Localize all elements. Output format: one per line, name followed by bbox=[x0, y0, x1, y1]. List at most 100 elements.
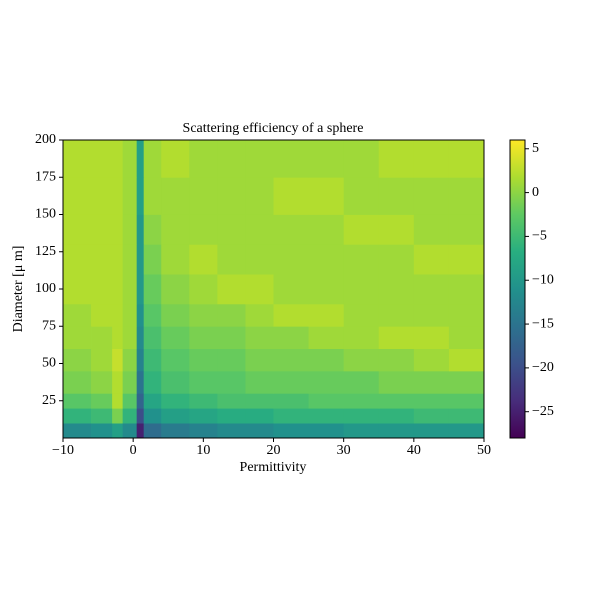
heatmap-cell bbox=[161, 348, 190, 372]
heatmap-cell bbox=[343, 177, 380, 215]
heatmap-cell bbox=[448, 303, 485, 327]
heatmap-cell bbox=[112, 393, 124, 409]
heatmap-cell bbox=[112, 348, 124, 372]
heatmap-cell bbox=[112, 214, 124, 245]
heatmap-cell bbox=[245, 393, 274, 409]
heatmap-cell bbox=[63, 244, 92, 275]
heatmap-cell bbox=[448, 177, 485, 215]
heatmap-cell bbox=[136, 214, 145, 245]
heatmap-cell bbox=[143, 274, 162, 305]
heatmap-cell bbox=[143, 214, 162, 245]
heatmap-cell bbox=[245, 348, 274, 372]
heatmap-cell bbox=[63, 423, 92, 439]
heatmap-cell bbox=[413, 326, 450, 349]
heatmap-cell bbox=[308, 303, 345, 327]
heatmap-cell bbox=[273, 393, 309, 409]
heatmap-cell bbox=[136, 393, 145, 409]
colorbar-tick-label: −20 bbox=[532, 360, 554, 375]
heatmap-cell bbox=[161, 303, 190, 327]
heatmap-cell bbox=[161, 326, 190, 349]
heatmap-cell bbox=[378, 214, 415, 245]
heatmap-cell bbox=[308, 214, 345, 245]
x-tick-label: 10 bbox=[196, 443, 210, 458]
heatmap-cell bbox=[273, 423, 309, 439]
heatmap-cell bbox=[378, 348, 415, 372]
heatmap-cell bbox=[273, 274, 309, 305]
heatmap-cell bbox=[122, 140, 138, 178]
heatmap-cell bbox=[217, 177, 246, 215]
heatmap-cell bbox=[343, 140, 380, 178]
heatmap-cell bbox=[91, 370, 113, 394]
heatmap-cell bbox=[136, 370, 145, 394]
heatmap-cell bbox=[448, 393, 485, 409]
heatmap-cell bbox=[448, 348, 485, 372]
heatmap-cell bbox=[245, 408, 274, 424]
heatmap-cell bbox=[413, 348, 450, 372]
heatmap-cell bbox=[245, 303, 274, 327]
heatmap-cell bbox=[217, 423, 246, 439]
x-tick-label: 30 bbox=[337, 443, 351, 458]
heatmap-cell bbox=[143, 393, 162, 409]
heatmap-cell bbox=[308, 370, 345, 394]
heatmap-cell bbox=[273, 244, 309, 275]
heatmap-cell bbox=[245, 177, 274, 215]
heatmap-cell bbox=[143, 244, 162, 275]
heatmap-cell bbox=[143, 408, 162, 424]
heatmap-cell bbox=[189, 326, 218, 349]
heatmap-cell bbox=[112, 303, 124, 327]
colorbar-tick-label: −15 bbox=[532, 316, 554, 331]
y-tick-label: 200 bbox=[35, 132, 56, 147]
x-tick-label: 20 bbox=[267, 443, 281, 458]
heatmap-cell bbox=[413, 177, 450, 215]
heatmap-cell bbox=[63, 393, 92, 409]
heatmap-cell bbox=[189, 370, 218, 394]
heatmap-cell bbox=[217, 274, 246, 305]
heatmap-cell bbox=[343, 326, 380, 349]
heatmap-cell bbox=[189, 140, 218, 178]
x-tick-label: 0 bbox=[130, 443, 137, 458]
heatmap-cell bbox=[143, 423, 162, 439]
colorbar bbox=[509, 139, 526, 439]
heatmap-cell bbox=[273, 326, 309, 349]
heatmap-cell bbox=[63, 408, 92, 424]
heatmap-cell bbox=[378, 177, 415, 215]
heatmap-cell bbox=[217, 214, 246, 245]
heatmap-cell bbox=[378, 408, 415, 424]
heatmap-cell bbox=[136, 177, 145, 215]
heatmap-cell bbox=[245, 244, 274, 275]
heatmap-cell bbox=[245, 370, 274, 394]
heatmap-cell bbox=[273, 177, 309, 215]
heatmap-cell bbox=[378, 303, 415, 327]
heatmap-cell bbox=[448, 370, 485, 394]
heatmap-cell bbox=[413, 393, 450, 409]
heatmap-cell bbox=[217, 140, 246, 178]
heatmap-cell bbox=[143, 370, 162, 394]
colorbar-tick-label: 5 bbox=[532, 141, 539, 156]
colorbar-tick-label: −5 bbox=[532, 229, 547, 244]
heatmap-cell bbox=[63, 348, 92, 372]
heatmap-cell bbox=[122, 244, 138, 275]
heatmap-cell bbox=[413, 244, 450, 275]
heatmap-cell bbox=[161, 393, 190, 409]
colorbar-tick-label: 0 bbox=[532, 185, 539, 200]
heatmap-cell bbox=[136, 303, 145, 327]
y-tick-label: 50 bbox=[42, 356, 56, 371]
heatmap-cell bbox=[112, 244, 124, 275]
heatmap-cell bbox=[91, 423, 113, 439]
heatmap-cell bbox=[308, 393, 345, 409]
heatmap-cell bbox=[122, 326, 138, 349]
heatmap-cell bbox=[122, 393, 138, 409]
heatmap-cell bbox=[143, 303, 162, 327]
heatmap-cell bbox=[378, 423, 415, 439]
heatmap-cell bbox=[122, 214, 138, 245]
heatmap-cell bbox=[122, 274, 138, 305]
heatmap-cell bbox=[448, 244, 485, 275]
y-tick-label: 150 bbox=[35, 207, 56, 222]
heatmap-cell bbox=[161, 214, 190, 245]
heatmap-cell bbox=[245, 326, 274, 349]
heatmap-cell bbox=[343, 370, 380, 394]
heatmap-cell bbox=[189, 423, 218, 439]
heatmap-cell bbox=[217, 303, 246, 327]
heatmap-cell bbox=[112, 423, 124, 439]
y-axis-label: Diameter [μ m] bbox=[11, 246, 26, 333]
